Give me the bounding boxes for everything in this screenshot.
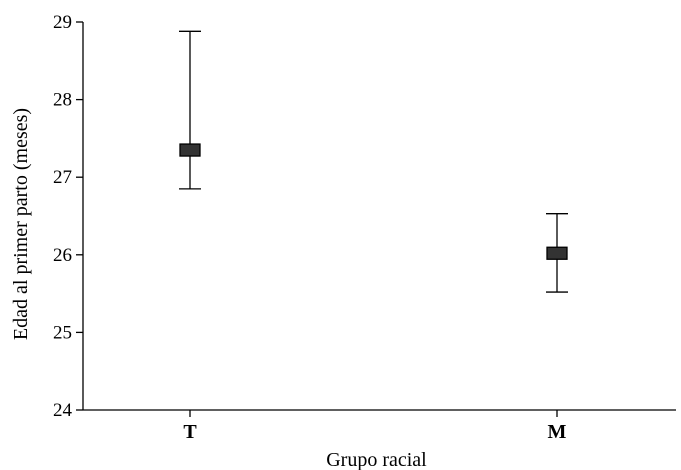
axes: [82, 22, 676, 411]
data-point-marker: [546, 246, 568, 260]
y-ticks: 24 25 26 27 28 29: [53, 12, 83, 421]
x-tick-label: T: [183, 421, 197, 443]
data-point-marker: [179, 143, 201, 157]
y-tick-label: 25: [53, 322, 72, 343]
data-points: [179, 30, 568, 293]
y-axis-title: Edad al primer parto (meses): [10, 108, 32, 340]
y-tick-label: 28: [53, 90, 72, 111]
x-axis-title: Grupo racial: [326, 449, 427, 470]
x-tick-label: M: [548, 421, 567, 443]
y-tick-label: 24: [53, 400, 73, 421]
y-tick-label: 26: [53, 245, 72, 266]
y-tick-label: 29: [53, 12, 72, 33]
y-tick-label: 27: [53, 167, 72, 188]
